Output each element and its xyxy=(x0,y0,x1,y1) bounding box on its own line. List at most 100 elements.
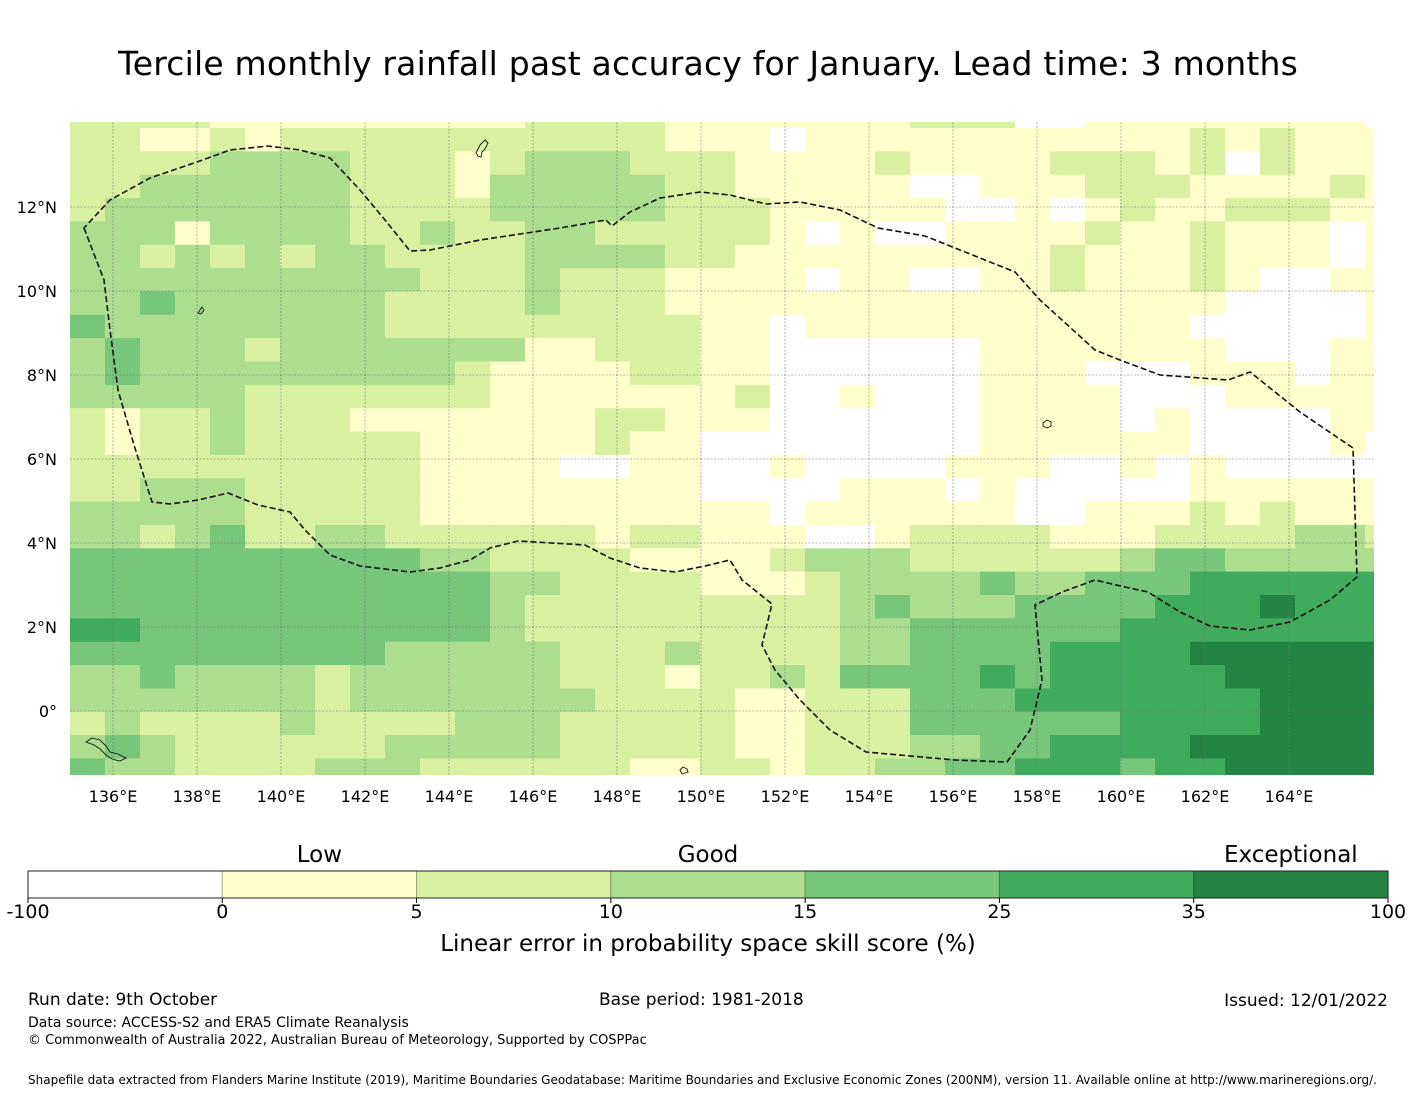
heatmap-cell xyxy=(315,221,351,246)
heatmap-cell xyxy=(455,122,491,129)
x-tick-label: 152°E xyxy=(761,787,810,806)
heatmap-cell xyxy=(490,501,526,526)
heatmap-cell xyxy=(1330,524,1366,549)
heatmap-cell xyxy=(700,548,736,573)
heatmap-cell xyxy=(455,431,491,456)
heatmap-cell xyxy=(385,711,421,736)
heatmap-cell xyxy=(1120,151,1156,176)
heatmap-cell xyxy=(1155,431,1191,456)
heatmap-cell xyxy=(1190,688,1226,713)
heatmap-cell xyxy=(455,665,491,689)
heatmap-cell xyxy=(490,198,526,222)
heatmap-cell xyxy=(140,548,176,573)
heatmap-cell xyxy=(1085,548,1121,573)
heatmap-cell xyxy=(735,758,771,775)
heatmap-cell xyxy=(1190,338,1226,362)
heatmap-cell xyxy=(350,524,386,549)
heatmap-cell xyxy=(910,548,946,573)
heatmap-cell xyxy=(980,174,1016,199)
heatmap-cell xyxy=(770,524,806,549)
heatmap-cell xyxy=(770,122,806,129)
heatmap-cell xyxy=(385,174,421,199)
heatmap-cell xyxy=(630,128,666,152)
heatmap-cell xyxy=(245,198,281,222)
colorbar-tick-label: 25 xyxy=(987,901,1012,923)
heatmap-cell xyxy=(805,641,841,666)
heatmap-cell xyxy=(595,548,631,573)
heatmap-cell xyxy=(1365,198,1374,222)
island-outlines xyxy=(85,139,1052,775)
heatmap-cell xyxy=(455,571,491,596)
heatmap-cell xyxy=(665,641,701,666)
heatmap-cell xyxy=(805,338,841,362)
heatmap-cell xyxy=(700,314,736,339)
heatmap-cell xyxy=(770,735,806,759)
heatmap-cell xyxy=(1120,665,1156,689)
heatmap-cell xyxy=(245,571,281,596)
heatmap-cell xyxy=(875,198,911,222)
heatmap-cell xyxy=(385,641,421,666)
colorbar-swatch xyxy=(27,870,223,899)
heatmap-cell xyxy=(1085,384,1121,409)
heatmap-cell xyxy=(455,221,491,246)
heatmap-cell xyxy=(1155,198,1191,222)
heatmap-cell xyxy=(1190,641,1226,666)
heatmap-cell xyxy=(280,174,316,199)
heatmap-cell xyxy=(700,454,736,479)
heatmap-cell xyxy=(875,595,911,619)
heatmap-cell xyxy=(595,384,631,409)
island-outline xyxy=(679,766,689,775)
heatmap-cell xyxy=(665,314,701,339)
heatmap-cell xyxy=(175,454,211,479)
heatmap-cell xyxy=(770,548,806,573)
issued-date: Issued: 12/01/2022 xyxy=(1224,991,1388,1011)
heatmap-cell xyxy=(770,711,806,736)
heatmap-cell xyxy=(1330,735,1366,759)
heatmap-cell xyxy=(140,665,176,689)
heatmap-cell xyxy=(420,665,456,689)
heatmap-cell xyxy=(525,665,561,689)
heatmap-cell xyxy=(875,758,911,775)
heatmap-cell xyxy=(525,711,561,736)
heatmap-cell xyxy=(945,198,981,222)
heatmap-cell xyxy=(1295,618,1331,643)
heatmap-cell xyxy=(490,688,526,713)
heatmap-cell xyxy=(630,291,666,316)
heatmap-cell xyxy=(490,268,526,292)
heatmap-cell xyxy=(245,595,281,619)
heatmap-cell xyxy=(945,665,981,689)
heatmap-cell xyxy=(420,384,456,409)
heatmap-cell xyxy=(1330,174,1366,199)
heatmap-cell xyxy=(455,501,491,526)
heatmap-cell xyxy=(1330,244,1366,269)
heatmap-cell xyxy=(525,221,561,246)
heatmap-cell xyxy=(1260,338,1296,362)
heatmap-cell xyxy=(735,128,771,152)
colorbar-category-label: Good xyxy=(677,842,739,868)
heatmap-cell xyxy=(525,641,561,666)
heatmap-cell xyxy=(665,361,701,386)
heatmap-cell xyxy=(665,338,701,362)
heatmap-cell xyxy=(1330,268,1366,292)
heatmap-cell xyxy=(385,268,421,292)
heatmap-cell xyxy=(945,688,981,713)
heatmap-cell xyxy=(840,478,876,503)
heatmap-cell xyxy=(910,571,946,596)
heatmap-cell xyxy=(70,221,106,246)
heatmap-cell xyxy=(210,431,246,456)
heatmap-cell xyxy=(525,501,561,526)
heatmap-cell xyxy=(420,151,456,176)
heatmap-cell xyxy=(490,338,526,362)
heatmap-cell xyxy=(455,758,491,775)
heatmap-cell xyxy=(700,198,736,222)
heatmap-cell xyxy=(910,501,946,526)
heatmap-cell xyxy=(385,221,421,246)
heatmap-cell xyxy=(105,122,141,129)
heatmap-cell xyxy=(105,454,141,479)
x-tick-label: 158°E xyxy=(1013,787,1062,806)
heatmap-cell xyxy=(140,128,176,152)
heatmap-cell xyxy=(1085,688,1121,713)
heatmap-cell xyxy=(910,595,946,619)
heatmap-cell xyxy=(560,384,596,409)
heatmap-cell xyxy=(525,595,561,619)
